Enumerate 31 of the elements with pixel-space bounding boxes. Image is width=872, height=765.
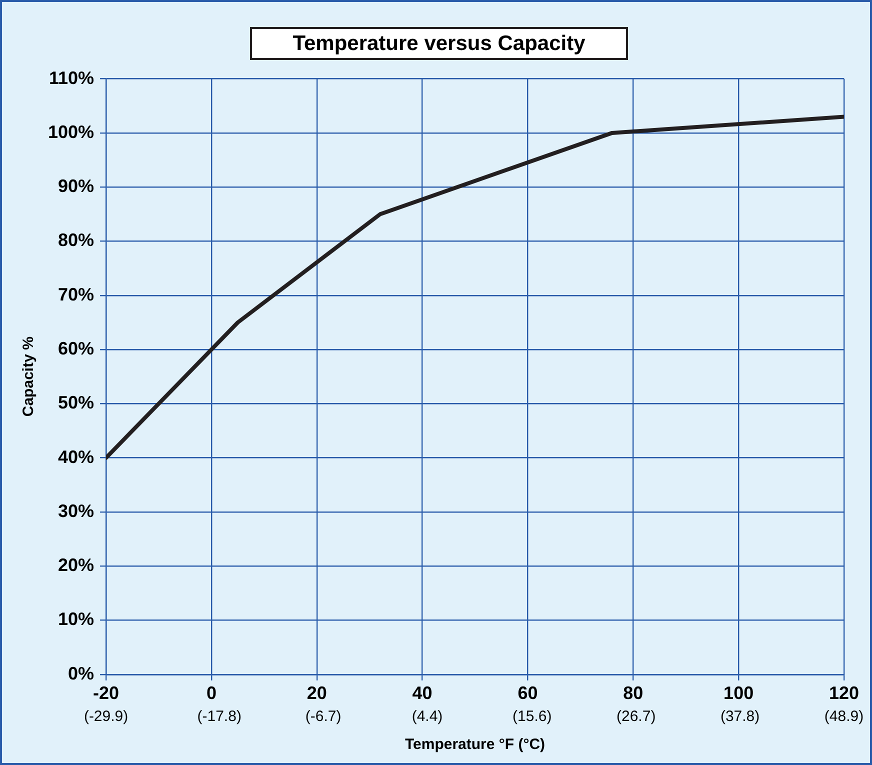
x2-tick-label: (37.8) <box>720 708 760 726</box>
y-axis-title: Capacity % <box>20 336 38 417</box>
x2-tick-label: (-29.9) <box>84 708 128 726</box>
x-tick-label: 120 <box>828 683 860 704</box>
y-tick-label: 100% <box>48 122 94 142</box>
y-tick-label: 30% <box>58 500 94 521</box>
y-tick-label: 40% <box>58 446 94 467</box>
chart-title: Temperature versus Capacity <box>250 27 628 60</box>
x2-tick-label: (15.6) <box>512 708 552 726</box>
x2-tick-label: (4.4) <box>412 708 443 726</box>
x-tick-label: 100 <box>724 683 754 704</box>
y-tick-label: 20% <box>58 555 94 576</box>
x-tick-label: 0 <box>206 683 216 704</box>
x2-tick-label: (26.7) <box>616 708 656 726</box>
x2-tick-label: (-17.8) <box>197 708 242 726</box>
x-tick-label: 80 <box>623 683 644 704</box>
x-tick-label: 20 <box>306 683 327 704</box>
y-tick-label: 70% <box>58 284 94 304</box>
y-tick-label: 10% <box>58 609 94 630</box>
x2-tick-label: (-6.7) <box>305 708 342 726</box>
y-tick-label: 60% <box>58 338 94 358</box>
x-axis-title: Temperature °F (°C) <box>404 736 546 754</box>
y-tick-label: 80% <box>58 230 94 250</box>
x-tick-label: 40 <box>412 683 432 704</box>
x-tick-label: 60 <box>518 683 538 704</box>
x2-tick-label: (48.9) <box>824 708 864 726</box>
y-tick-label: 50% <box>58 392 94 413</box>
y-tick-label: 90% <box>58 176 94 196</box>
x-tick-label: -20 <box>93 683 120 704</box>
y-tick-label: 0% <box>68 663 94 684</box>
y-tick-label: 110% <box>48 68 94 88</box>
